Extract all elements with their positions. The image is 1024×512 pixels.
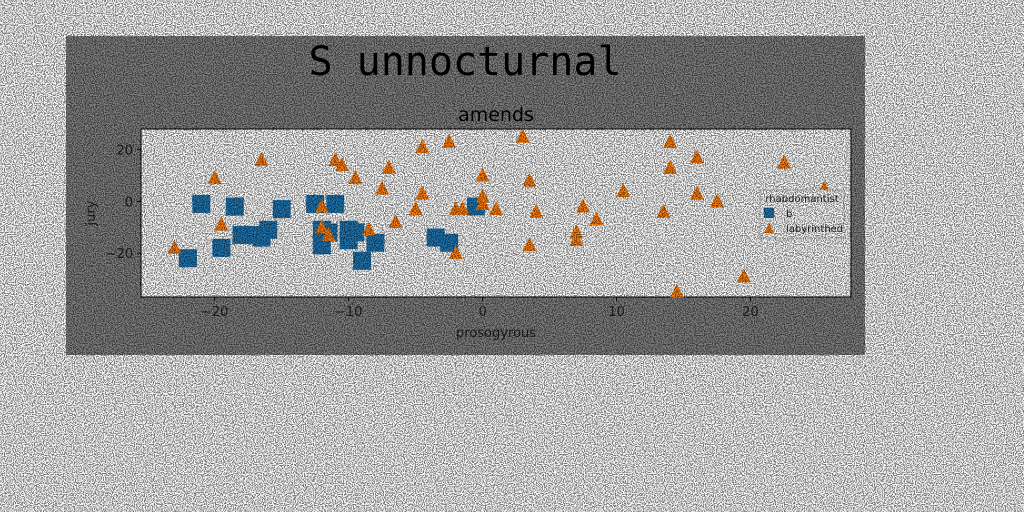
x-tick-label: 10 <box>608 305 625 320</box>
x-tick-label: 20 <box>742 305 759 320</box>
legend-marker-b <box>764 208 774 218</box>
x-tick-label: −20 <box>201 305 228 320</box>
axes-title: amends <box>458 104 534 126</box>
scatter-point-b <box>192 194 211 213</box>
scatter-point-b <box>212 238 231 257</box>
y-tick-label: 20 <box>116 144 133 159</box>
legend-label-labyrinthed: labyrinthed <box>786 224 843 235</box>
scatter-point-b <box>353 251 372 270</box>
legend-title: rhabdomantist <box>765 194 838 205</box>
figure-suptitle: S unnocturnal <box>308 39 621 85</box>
y-axis-label: jury <box>84 200 99 226</box>
y-tick-label: 0 <box>125 195 133 210</box>
scatter-point-b <box>272 200 291 219</box>
scatter-point-b <box>259 220 278 239</box>
scatter-point-b <box>346 223 365 242</box>
x-tick-label: 0 <box>478 305 486 320</box>
scatter-point-b <box>178 249 197 268</box>
scatter-point-b <box>225 197 244 216</box>
x-tick-label: −10 <box>335 305 362 320</box>
x-axis-label: prosogyrous <box>456 326 536 341</box>
legend-label-b: b <box>786 209 792 220</box>
y-tick-label: −20 <box>106 247 133 262</box>
scatter-point-b <box>366 233 385 252</box>
scatter-point-b <box>326 194 345 213</box>
legend: rhabdomantist b labyrinthed <box>759 189 845 239</box>
